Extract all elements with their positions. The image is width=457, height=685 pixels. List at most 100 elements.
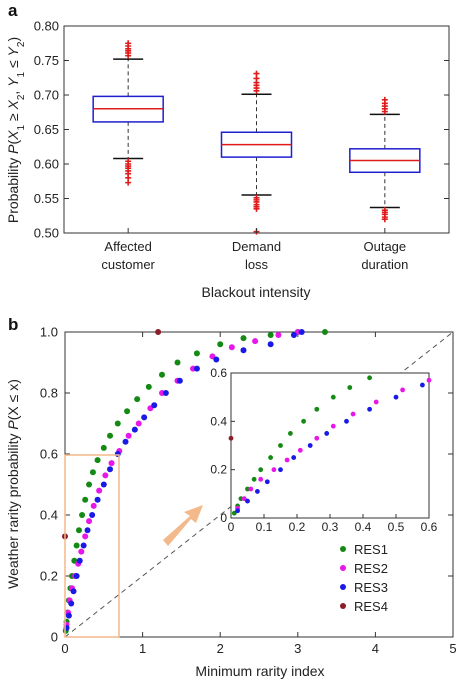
legend-marker-res4 [340,603,346,609]
legend-label-res2: RES2 [354,561,388,576]
inset-point-res3 [235,508,241,514]
data-point-res1 [79,512,86,518]
boxplot-y-axis-title: Probability P(X1 ≥ X2, Y1 ≤ Y2) [5,37,27,223]
data-point-res2 [228,344,235,351]
inset-point-res2 [330,423,336,429]
data-point-res3 [89,512,96,518]
data-point-res3 [73,573,80,579]
data-point-res3 [131,426,138,433]
data-point-res3 [84,527,91,534]
inset-point-res2 [373,399,379,405]
inset-y-tick-label: 0.6 [210,366,227,380]
inset-x-tick-label: 0 [228,520,235,534]
legend: RES1 RES2 RES3 RES4 [340,542,388,614]
inset-point-res3 [278,467,283,473]
panel-label-b: b [8,315,18,334]
data-point-res3 [107,466,114,473]
x-tick-label: 3 [294,641,301,656]
y-tick-label: 0.70 [34,88,59,103]
data-point-res3 [68,600,75,607]
inset-point-res1 [268,455,273,460]
axis-title-part: ≤ [5,56,21,71]
inset-point-res3 [291,455,297,460]
axis-title-part: Y [5,76,21,87]
inset-point-res2 [297,447,303,453]
data-point-res3 [176,377,183,384]
x-tick-label: customer [101,257,155,272]
y-tick-label: 0.80 [34,19,59,34]
axis-title-part: Weather rarity probability [5,430,21,589]
inset-point-res2 [258,476,264,482]
inset-point-res3 [367,406,372,412]
inset-point-res1 [258,467,264,473]
data-point-res1 [114,420,121,427]
inset-frame [230,372,430,519]
zoom-arrow [163,505,203,546]
y-tick-label: 0.50 [34,226,59,241]
data-point-res3 [213,356,220,363]
inset-point-res3 [264,479,270,485]
inset-point-res3 [420,382,425,388]
data-point-res3 [298,329,305,335]
axis-title-part: (X ≤ x) [5,379,21,420]
inset-point-res1 [330,394,336,400]
x-tick-label: Demand [232,239,281,254]
data-point-res2 [78,548,85,555]
axis-title-part: ( [5,140,21,145]
inset-point-res2 [350,411,356,417]
y-tick-label: 0.65 [34,122,59,137]
data-point-res1 [267,332,274,339]
data-point-res3 [100,481,107,488]
inset-point-res1 [278,443,283,448]
data-point-res1 [94,457,101,464]
data-point-res2 [252,338,259,345]
inset-x-tick-label: 0.2 [289,520,306,534]
data-point-res1 [145,383,152,390]
inset-x-ticks: 0 0.1 0.2 0.3 0.4 0.5 0.6 [228,514,438,534]
data-point-res1 [217,341,224,348]
inset-point-res2 [426,377,432,383]
inset-point-res3 [255,489,260,494]
data-point-res2 [82,533,89,540]
inset-point-res2 [241,496,247,502]
inset-y-ticks: 0 0.2 0.4 0.6 [210,366,235,525]
y-tick-label: 0.4 [40,508,58,523]
inset-point-res1 [367,375,372,381]
x-tick-label: duration [361,257,408,272]
data-point-res3 [141,414,148,421]
inset-point-res3 [245,498,250,504]
scatter-y-ticks: 0 0.2 0.4 0.6 0.8 1.0 [40,325,453,645]
inset-points [228,375,432,516]
legend-marker-res3 [340,584,346,590]
x-tick-label: 5 [449,641,456,656]
inset-point-res1 [231,510,237,516]
data-point-res1 [174,359,181,366]
axis-title-part: Probability [5,154,21,223]
axis-title-part: ≥ [5,109,21,124]
x-tick-label: 4 [372,641,379,656]
data-point-res3 [94,496,101,503]
data-point-res3 [76,557,83,564]
zoom-region-box [64,454,120,638]
boxplot-boxes [92,40,421,235]
inset-point-res2 [271,467,277,473]
data-point-res3 [70,588,77,595]
boxplot-x-ticks: Affected customer Demand loss Outage duration [101,228,408,272]
outlier-marker [381,216,388,223]
data-point-res2 [90,502,97,509]
data-point-res1 [86,481,93,488]
y-tick-label: 0.6 [40,447,58,462]
data-point-res2 [86,518,93,525]
data-point-res3 [240,347,247,354]
y-tick-label: 1.0 [40,325,58,340]
data-point-res3 [114,451,121,457]
data-point-res4 [155,329,162,335]
data-point-res2 [275,332,282,339]
inset-point-res2 [314,435,320,441]
inset-point-res3 [344,418,349,424]
outlier-marker [125,179,132,186]
inset-y-tick-label: 0.4 [210,414,227,428]
inset-point-res2 [248,486,254,492]
panel-label-a: a [8,1,18,20]
